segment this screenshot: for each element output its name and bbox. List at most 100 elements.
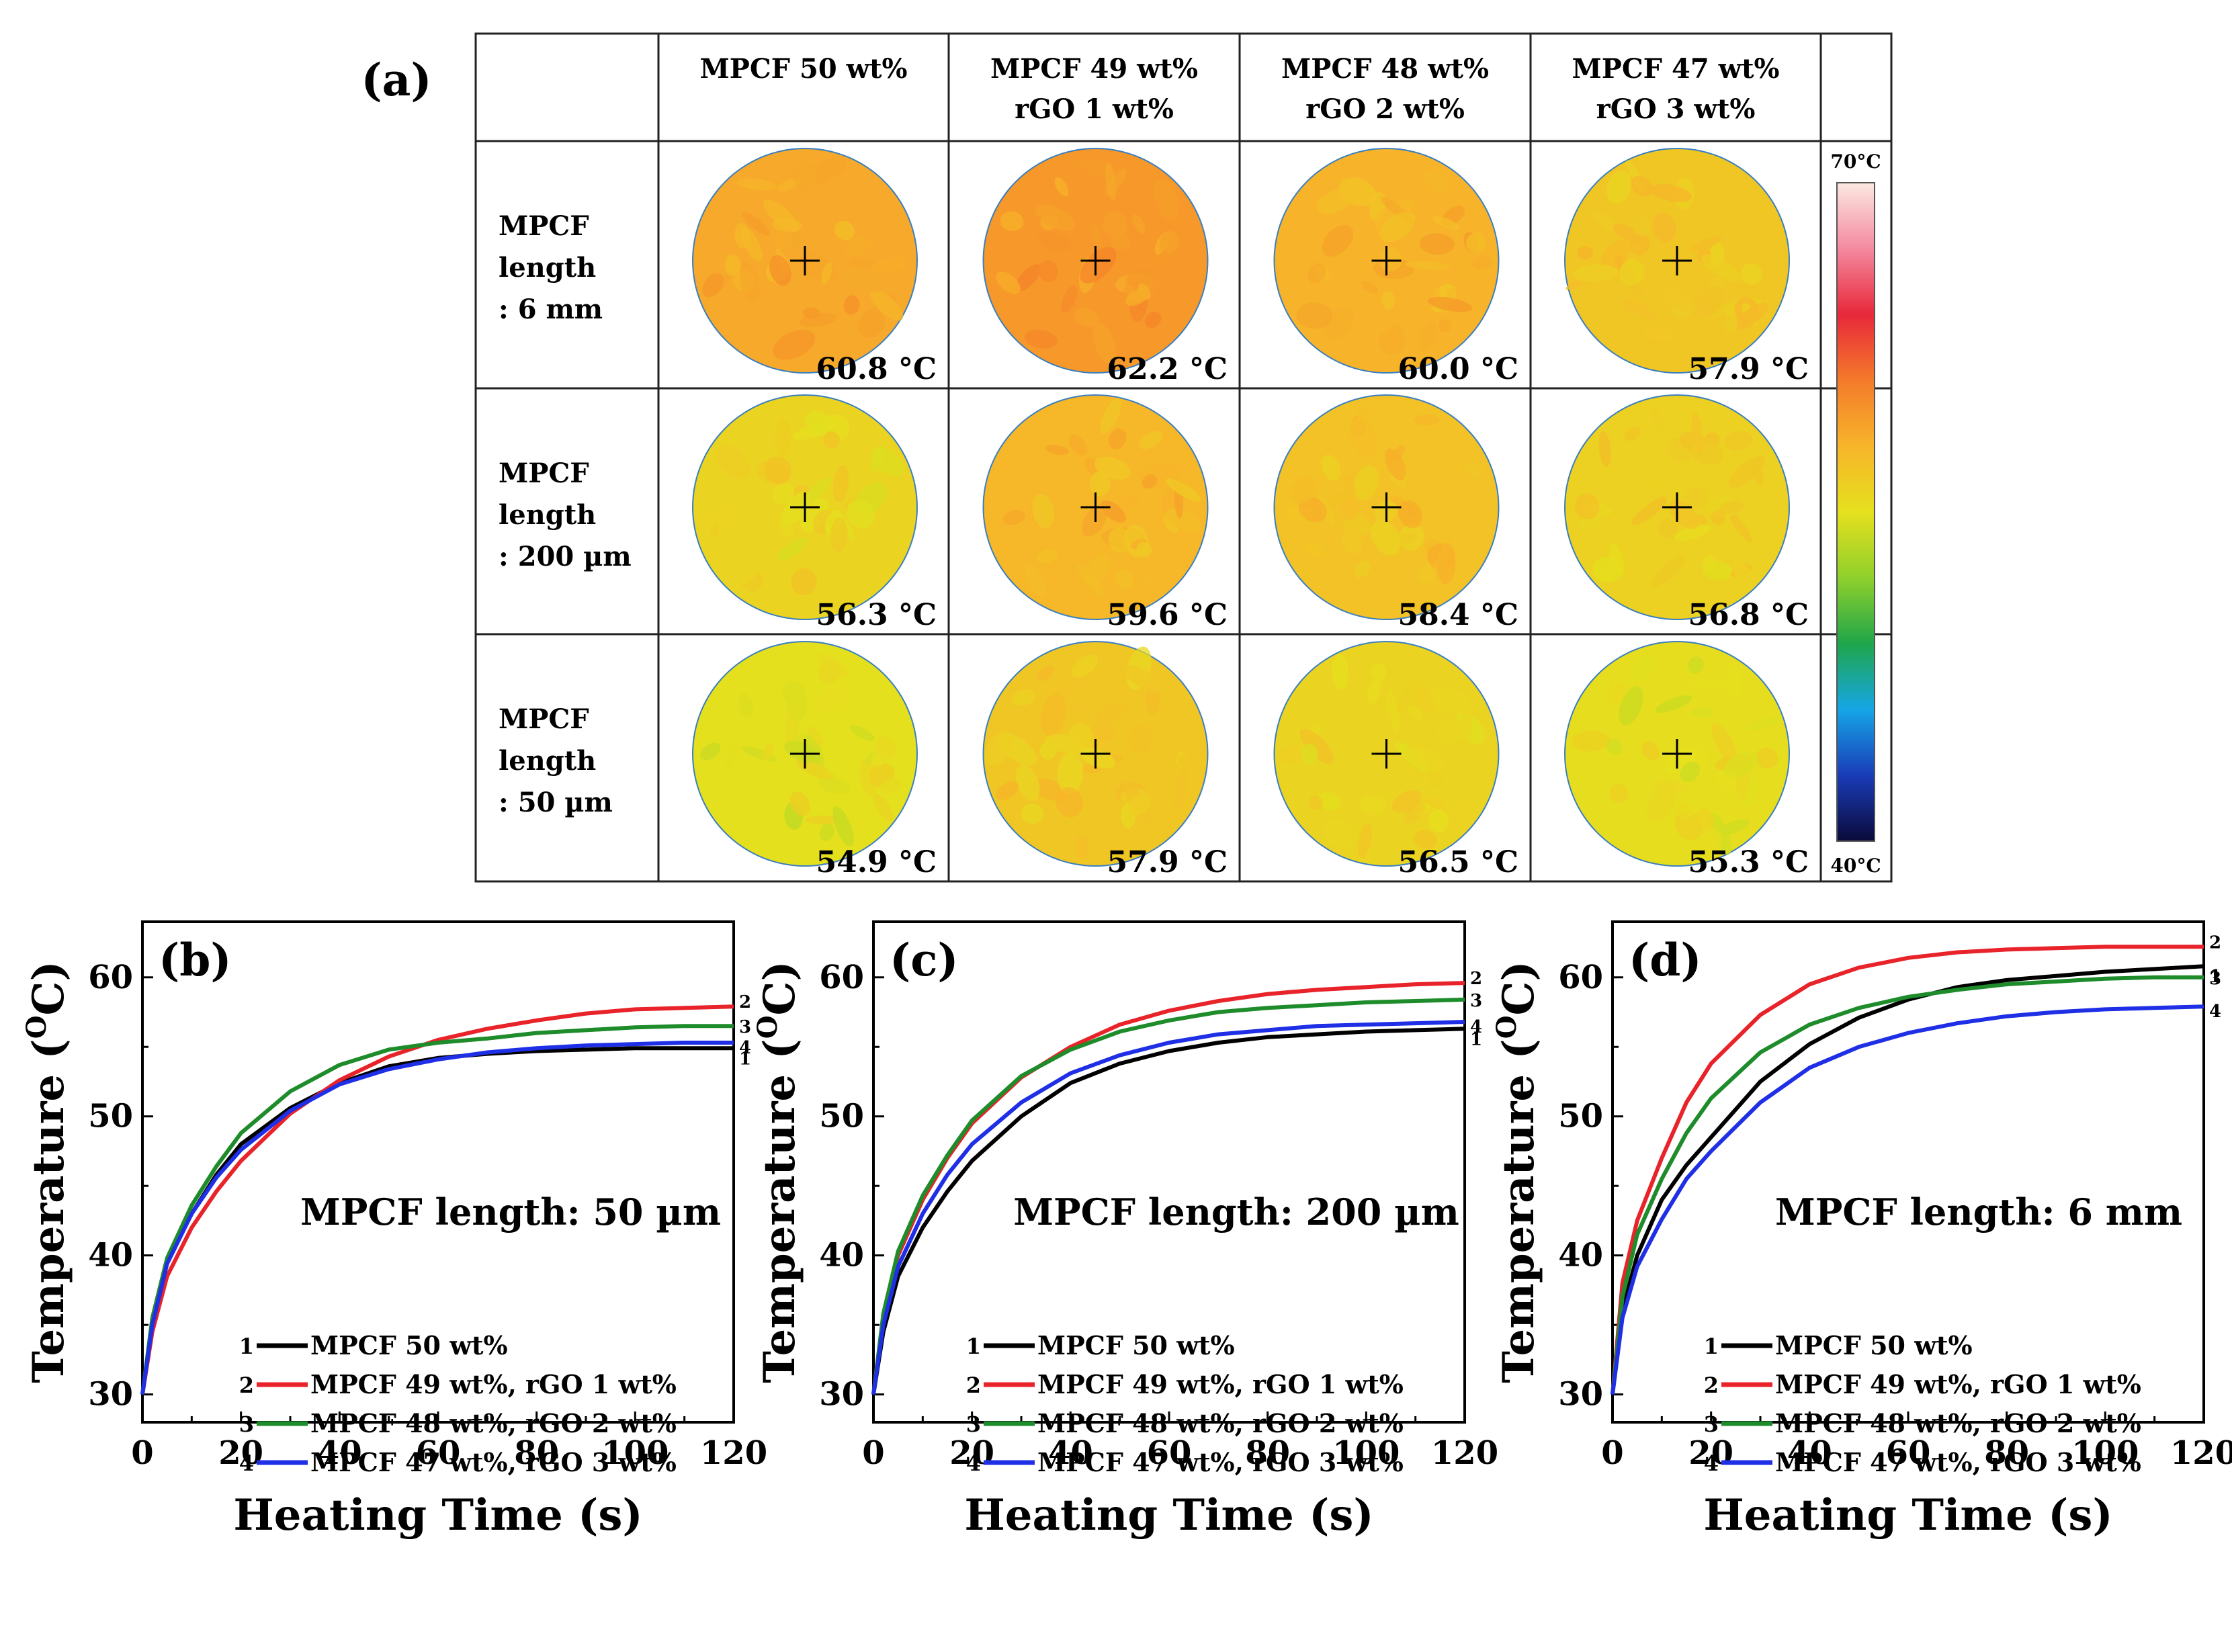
y-tick-label: 40 bbox=[819, 1237, 864, 1274]
disc-texture bbox=[1579, 506, 1606, 531]
thermal-disc bbox=[1273, 148, 1500, 374]
disc-texture bbox=[1301, 744, 1318, 765]
thermal-disc bbox=[1564, 394, 1790, 620]
panel-a: (a) MPCF 50 wt% MPCF 49 wt% rGO 1 wt%MPCF 4… bbox=[361, 32, 1893, 883]
disc-texture bbox=[1037, 665, 1054, 681]
legend-label: MPCF 48 wt%, rGO 2 wt% bbox=[1037, 1408, 1404, 1438]
disc-texture bbox=[1731, 556, 1754, 590]
x-tick-label: 0 bbox=[862, 1434, 884, 1472]
x-tick-label: 80 bbox=[1245, 1434, 1290, 1472]
disc-texture bbox=[870, 445, 884, 473]
disc-temperature-label: 57.9 °C bbox=[1107, 845, 1228, 879]
disc-texture bbox=[805, 815, 840, 825]
panel-label: (b) bbox=[159, 934, 232, 986]
disc-texture bbox=[836, 550, 862, 582]
disc-temperature-label: 56.8 °C bbox=[1688, 598, 1809, 632]
series-line-2 bbox=[1611, 945, 2204, 1395]
disc-texture bbox=[1085, 554, 1109, 586]
column-header-line: MPCF 49 wt% bbox=[990, 53, 1198, 85]
y-tick-label: 60 bbox=[819, 959, 864, 996]
disc-texture bbox=[859, 758, 877, 796]
disc-texture bbox=[724, 254, 741, 276]
y-axis-label-tail: C) bbox=[755, 961, 805, 1015]
disc-texture bbox=[735, 562, 757, 584]
series-end-label: 1 bbox=[739, 1049, 751, 1069]
y-axis-label-superscript: O bbox=[1491, 1015, 1522, 1039]
disc-texture bbox=[1378, 247, 1402, 271]
disc-texture bbox=[996, 271, 1021, 294]
disc-texture bbox=[1408, 286, 1440, 316]
disc-texture bbox=[1056, 787, 1083, 818]
disc-texture bbox=[1735, 302, 1768, 331]
disc-texture bbox=[1054, 177, 1069, 197]
y-axis-label-main: Temperature ( bbox=[755, 1039, 805, 1383]
column-header-line: MPCF 50 wt% bbox=[699, 53, 907, 85]
x-tick-label: 80 bbox=[1984, 1434, 2029, 1472]
x-tick-label: 0 bbox=[131, 1434, 153, 1472]
legend-label: MPCF 47 wt%, rGO 3 wt% bbox=[1775, 1447, 2141, 1477]
x-tick-label: 40 bbox=[317, 1434, 362, 1472]
series-end-label: 2 bbox=[739, 992, 751, 1012]
disc-texture bbox=[871, 257, 908, 273]
disc-texture bbox=[1406, 746, 1446, 771]
disc-texture bbox=[1159, 230, 1178, 255]
disc-texture bbox=[776, 232, 793, 249]
y-axis-label-tail: C) bbox=[1494, 961, 1544, 1015]
disc-texture bbox=[1633, 217, 1651, 236]
disc-texture bbox=[1108, 527, 1131, 554]
x-tick-label: 20 bbox=[1688, 1434, 1733, 1472]
x-tick-label: 20 bbox=[218, 1434, 263, 1472]
disc-texture bbox=[1068, 434, 1087, 455]
disc-texture bbox=[1432, 216, 1460, 230]
disc-texture bbox=[1035, 204, 1076, 231]
disc-texture bbox=[832, 464, 849, 503]
disc-texture bbox=[1396, 533, 1417, 545]
disc-texture bbox=[1129, 724, 1152, 754]
thermal-disc bbox=[692, 394, 918, 620]
disc-texture bbox=[1279, 745, 1307, 765]
disc-temperature-label: 62.2 °C bbox=[1107, 352, 1228, 386]
y-axis-label: Temperature (OC) bbox=[1491, 961, 1544, 1383]
disc-texture bbox=[740, 226, 763, 262]
disc-texture bbox=[765, 456, 791, 484]
disc-texture bbox=[1036, 549, 1058, 564]
disc-texture bbox=[1094, 705, 1126, 722]
disc-texture bbox=[762, 742, 774, 761]
disc-texture bbox=[1624, 426, 1641, 441]
disc-texture bbox=[1379, 212, 1416, 243]
legend-number: 2 bbox=[239, 1373, 254, 1398]
thermal-disc bbox=[1273, 394, 1500, 620]
legend-number: 4 bbox=[966, 1450, 981, 1476]
series-end-label: 2 bbox=[1470, 969, 1482, 989]
disc-texture bbox=[1000, 211, 1024, 232]
row-header-line: : 50 µm bbox=[499, 787, 613, 818]
disc-texture bbox=[1110, 234, 1131, 251]
disc-texture bbox=[1154, 177, 1180, 221]
disc-texture bbox=[1419, 233, 1455, 255]
disc-texture bbox=[1651, 556, 1686, 587]
disc-texture bbox=[1674, 524, 1711, 541]
legend-label: MPCF 48 wt%, rGO 2 wt% bbox=[1775, 1408, 2141, 1438]
panel-label: (d) bbox=[1629, 934, 1702, 986]
disc-texture bbox=[1630, 654, 1654, 681]
x-tick-label: 60 bbox=[416, 1434, 461, 1472]
disc-texture bbox=[1061, 285, 1078, 313]
disc-texture bbox=[1092, 224, 1101, 247]
disc-texture bbox=[789, 791, 810, 816]
disc-texture bbox=[1144, 312, 1162, 329]
disc-texture bbox=[1608, 784, 1629, 803]
column-header-line: rGO 2 wt% bbox=[1305, 93, 1465, 125]
y-axis-label: Temperature (OC) bbox=[21, 961, 74, 1383]
row-header-line: length bbox=[499, 499, 596, 531]
disc-texture bbox=[817, 654, 849, 678]
legend-number: 2 bbox=[966, 1373, 981, 1398]
disc-texture bbox=[1619, 259, 1645, 286]
disc-texture bbox=[710, 523, 720, 539]
x-tick-label: 120 bbox=[700, 1434, 767, 1472]
disc-texture bbox=[1744, 777, 1757, 808]
disc-texture bbox=[1609, 543, 1625, 577]
disc-texture bbox=[824, 583, 855, 597]
series-line-4 bbox=[1611, 1004, 2204, 1395]
disc-texture bbox=[773, 329, 816, 360]
disc-texture bbox=[1606, 171, 1631, 204]
